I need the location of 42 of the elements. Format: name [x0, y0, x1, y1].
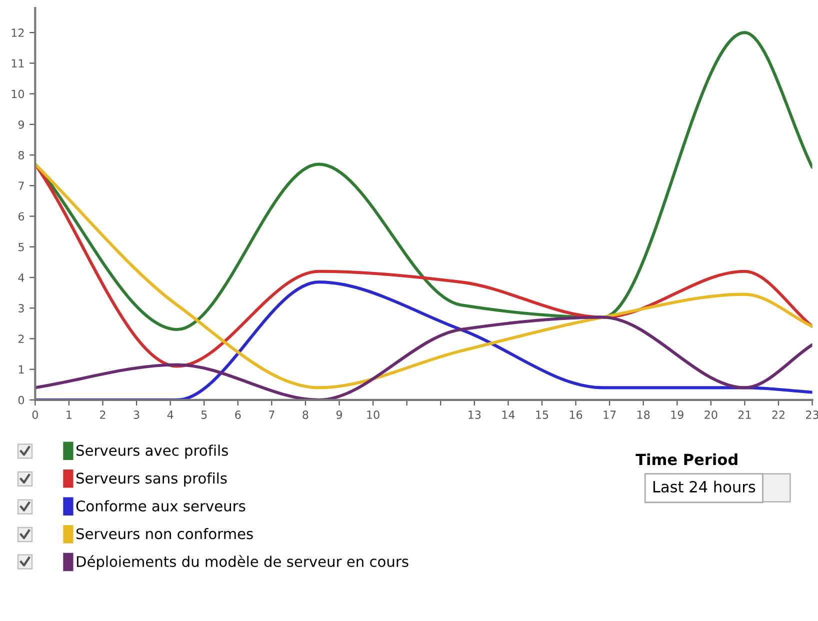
y-tick-label: 10 [12, 90, 24, 98]
x-tick-label: 23 [806, 410, 818, 419]
x-tick-label: 3 [134, 410, 140, 419]
legend-label: Déploiements du modèle de serveur en cours [76, 555, 408, 570]
x-tick-label: 16 [570, 410, 582, 419]
y-tick-label: 11 [12, 59, 24, 68]
x-tick-label: 9 [336, 410, 342, 419]
text: Last 24 hours [653, 480, 756, 493]
y-tick-label: 0 [18, 396, 24, 404]
x-tick-label: 22 [772, 410, 784, 419]
x-tick-label: 14 [502, 410, 515, 419]
x-tick-label: 0 [32, 410, 38, 419]
y-tick-label: 6 [18, 212, 24, 221]
y-tick-label: 12 [12, 28, 24, 37]
x-tick-label: 8 [302, 410, 308, 419]
y-tick-label: 4 [18, 274, 24, 282]
x-tick-label: 15 [536, 410, 548, 419]
x-tick-label: 4 [167, 410, 174, 419]
y-tick-label: 5 [18, 242, 24, 252]
y-tick-label: 8 [18, 150, 24, 160]
x-tick-label: 1 [66, 410, 72, 419]
legend-label: Serveurs non conformes [76, 528, 253, 540]
legend-label: Conforme aux serveurs [76, 500, 246, 512]
x-tick-label: 2 [100, 410, 106, 419]
y-tick-label: 1 [18, 365, 24, 374]
y-tick-label: 9 [18, 120, 24, 129]
x-tick-label: 18 [637, 410, 650, 419]
y-tick-label: 3 [18, 304, 24, 312]
x-tick-label: 21 [738, 410, 751, 419]
y-tick-label: 7 [18, 182, 24, 190]
x-tick-label: 6 [235, 410, 241, 419]
x-tick-label: 7 [269, 410, 274, 419]
x-tick-label: 20 [704, 410, 718, 419]
legend-label: Serveurs sans profils [76, 472, 227, 487]
text: Time Period [636, 453, 738, 466]
x-tick-label: 13 [468, 410, 481, 419]
x-tick-label: 5 [201, 410, 207, 419]
x-tick-label: 17 [604, 410, 616, 419]
y-tick-label: 2 [18, 334, 24, 343]
x-tick-label: 10 [367, 410, 380, 419]
legend-label: Serveurs avec profils [76, 444, 228, 459]
x-tick-label: 19 [671, 410, 684, 419]
